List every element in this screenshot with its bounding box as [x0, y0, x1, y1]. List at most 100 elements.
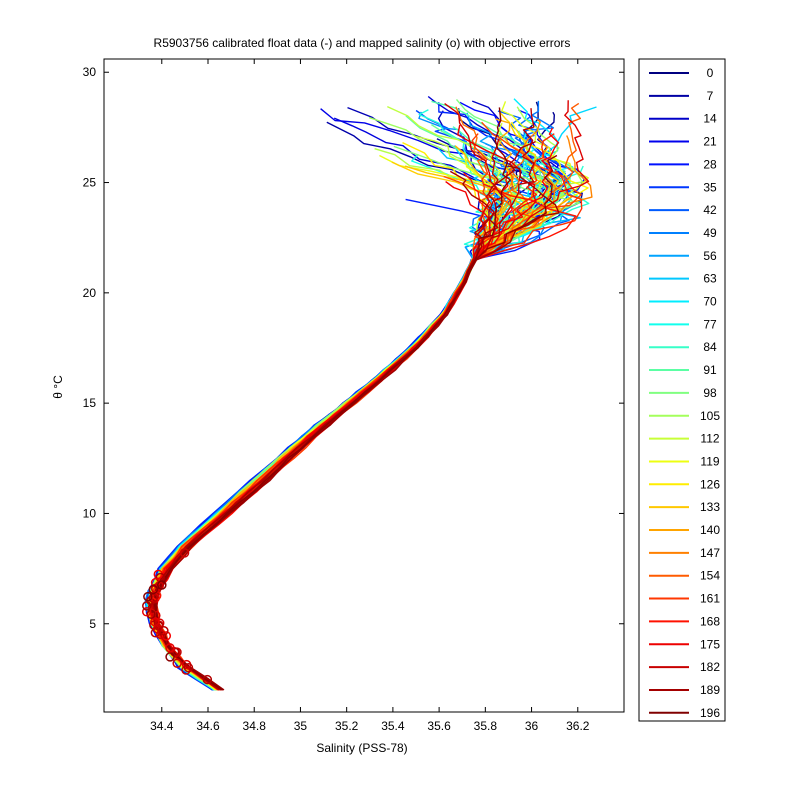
legend-label: 91: [703, 363, 717, 377]
x-tick-label: 36: [525, 719, 539, 733]
legend-item: 91: [649, 363, 717, 377]
legend-label: 161: [700, 592, 720, 606]
x-tick-label: 34.4: [150, 719, 174, 733]
mapped-point: [143, 591, 153, 602]
x-tick-label: 35.4: [381, 719, 405, 733]
legend-label: 126: [700, 477, 720, 491]
legend-label: 140: [700, 523, 720, 537]
legend-label: 133: [700, 500, 720, 514]
legend-item: 168: [649, 614, 720, 628]
legend-item: 161: [649, 592, 720, 606]
legend-item: 154: [649, 569, 720, 583]
mapped-point: [172, 647, 182, 657]
legend-label: 70: [703, 295, 717, 309]
legend-item: 14: [649, 112, 717, 126]
x-tick-label: 36.2: [566, 719, 590, 733]
legend-label: 196: [700, 706, 720, 720]
legend-label: 189: [700, 683, 720, 697]
chart-title: R5903756 calibrated float data (-) and m…: [154, 36, 571, 50]
legend-label: 49: [703, 226, 717, 240]
mapped-point: [141, 607, 152, 617]
x-tick-label: 34.6: [196, 719, 220, 733]
mapped-point: [179, 548, 190, 558]
y-axis-label: θ °C: [51, 375, 65, 399]
legend-label: 154: [700, 569, 720, 583]
mapped-point: [161, 631, 172, 641]
legend-item: 49: [649, 226, 717, 240]
legend-label: 7: [707, 89, 714, 103]
legend-item: 196: [649, 706, 720, 720]
legend-item: 105: [649, 409, 720, 423]
legend-label: 0: [707, 66, 714, 80]
mapped-point: [181, 665, 191, 675]
profile-line: [153, 107, 511, 691]
mapped-point: [165, 643, 175, 653]
mapped-point: [151, 610, 161, 621]
x-tick-label: 35.6: [427, 719, 451, 733]
legend-item: 77: [649, 317, 717, 331]
legend-label: 35: [703, 180, 717, 194]
x-tick-label: 35.8: [474, 719, 498, 733]
legend-item: 70: [649, 295, 717, 309]
legend-label: 21: [703, 135, 717, 149]
y-tick-label: 10: [83, 506, 97, 520]
legend-item: 112: [649, 432, 720, 446]
legend-item: 126: [649, 477, 720, 491]
legend-item: 42: [649, 203, 717, 217]
legend-item: 175: [649, 637, 720, 651]
legend-item: 98: [649, 386, 717, 400]
legend-label: 77: [703, 317, 717, 331]
legend-label: 119: [700, 454, 719, 468]
legend-item: 0: [649, 66, 714, 80]
x-tick-label: 34.8: [243, 719, 267, 733]
mapped-point: [172, 658, 182, 668]
mapped-point: [142, 601, 152, 611]
mapped-point: [148, 584, 159, 595]
mapped-point: [202, 674, 213, 685]
y-tick-label: 30: [83, 65, 97, 79]
mapped-point: [183, 662, 194, 673]
legend: 0 7 14 21 28 35 42 49 56 63 70 77 84 91 98 105 112 119 126…: [638, 58, 726, 722]
legend-item: 119: [649, 454, 720, 468]
legend-item: 84: [649, 340, 717, 354]
y-tick-label: 5: [89, 617, 96, 631]
legend-label: 147: [700, 546, 720, 560]
y-axis: 5 10 15 20 25 30: [83, 65, 624, 631]
mapped-point: [152, 624, 163, 634]
y-tick-label: 15: [83, 396, 97, 410]
legend-item: 56: [649, 249, 717, 263]
y-tick-label: 25: [83, 176, 97, 190]
legend-label: 105: [700, 409, 720, 423]
legend-item: 140: [649, 523, 720, 537]
legend-label: 175: [700, 637, 720, 651]
plot-area: [103, 58, 625, 713]
legend-label: 42: [703, 203, 717, 217]
legend-label: 14: [703, 112, 717, 126]
x-axis-label: Salinity (PSS-78): [316, 741, 407, 755]
legend-item: 63: [649, 272, 717, 286]
legend-label: 112: [700, 432, 719, 446]
x-tick-label: 35.2: [335, 719, 359, 733]
legend-label: 168: [700, 614, 720, 628]
legend-box: [638, 58, 726, 722]
mapped-point: [159, 626, 169, 636]
legend-label: 84: [703, 340, 717, 354]
mapped-point: [157, 580, 167, 590]
legend-item: 189: [649, 683, 720, 697]
legend-item: 147: [649, 546, 720, 560]
legend-label: 63: [703, 272, 717, 286]
legend-label: 28: [703, 157, 717, 171]
legend-item: 7: [649, 89, 714, 103]
x-tick-label: 35: [294, 719, 308, 733]
legend-label: 98: [703, 386, 717, 400]
y-tick-label: 20: [83, 286, 97, 300]
legend-item: 35: [649, 180, 717, 194]
mapped-point: [165, 652, 175, 662]
legend-label: 182: [700, 660, 720, 674]
plot-frame: [103, 58, 625, 713]
x-axis: 34.4 34.6 34.8 35 35.2 35.4 35.6 35.8 36 36.2: [150, 59, 590, 733]
legend-item: 133: [649, 500, 720, 514]
legend-item: 28: [649, 157, 717, 171]
legend-item: 182: [649, 660, 720, 674]
